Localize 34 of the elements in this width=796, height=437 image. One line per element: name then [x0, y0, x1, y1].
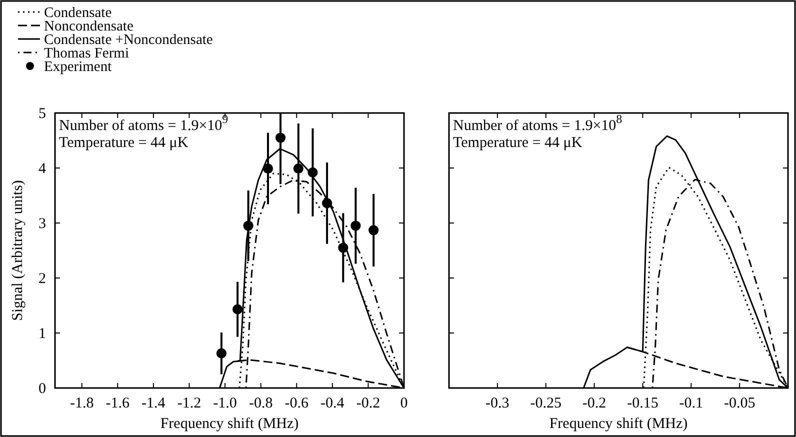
y-tick-label: 2 [38, 270, 46, 287]
x-tick-label: -0.4 [320, 396, 345, 412]
x-tick-label: -0.05 [724, 396, 756, 412]
x-tick-label: -0.1 [679, 396, 704, 412]
x-tick-label: -0.25 [530, 396, 562, 412]
x-axis-title: Frequency shift (MHz) [549, 416, 688, 432]
annotation: Temperature = 44 μK [59, 135, 188, 151]
x-tick-label: -1.4 [142, 396, 166, 412]
legend-label: Condensate +Noncondensate [44, 32, 213, 48]
y-tick-label: 4 [38, 160, 46, 177]
annotation: Temperature = 44 μK [453, 135, 582, 151]
legend-label: Noncondensate [44, 18, 134, 34]
x-tick-label: -0.6 [284, 396, 309, 412]
y-tick-label: 0 [38, 380, 46, 397]
y-tick-label: 1 [38, 326, 46, 342]
x-tick-label: -0.2 [582, 396, 606, 412]
y-tick-label: 3 [38, 216, 46, 232]
x-tick-label: -0.8 [248, 396, 273, 412]
annotation: Number of atoms = 1.9×10$^{8}$ [453, 112, 622, 134]
legend-label: Condensate [44, 5, 112, 21]
y-axis-title: Signal (Arbitrary units) [10, 180, 26, 321]
annotation: Number of atoms = 1.9×10$^{9}$ [59, 112, 228, 134]
legend-label: Thomas Fermi [44, 46, 129, 62]
legend-label: Experiment [44, 59, 112, 75]
y-tick-label: 5 [38, 106, 46, 122]
x-tick-label: -1.8 [70, 396, 94, 412]
x-tick-label: -1.0 [213, 396, 237, 412]
x-tick-label: -0.2 [356, 396, 380, 412]
x-tick-label: -0.3 [486, 396, 510, 412]
x-tick-label: -0.15 [627, 396, 658, 412]
x-tick-label: 0 [400, 396, 408, 412]
x-axis-title: Frequency shift (MHz) [160, 416, 299, 432]
x-tick-label: -1.6 [106, 396, 130, 412]
x-tick-label: -1.2 [177, 396, 202, 412]
